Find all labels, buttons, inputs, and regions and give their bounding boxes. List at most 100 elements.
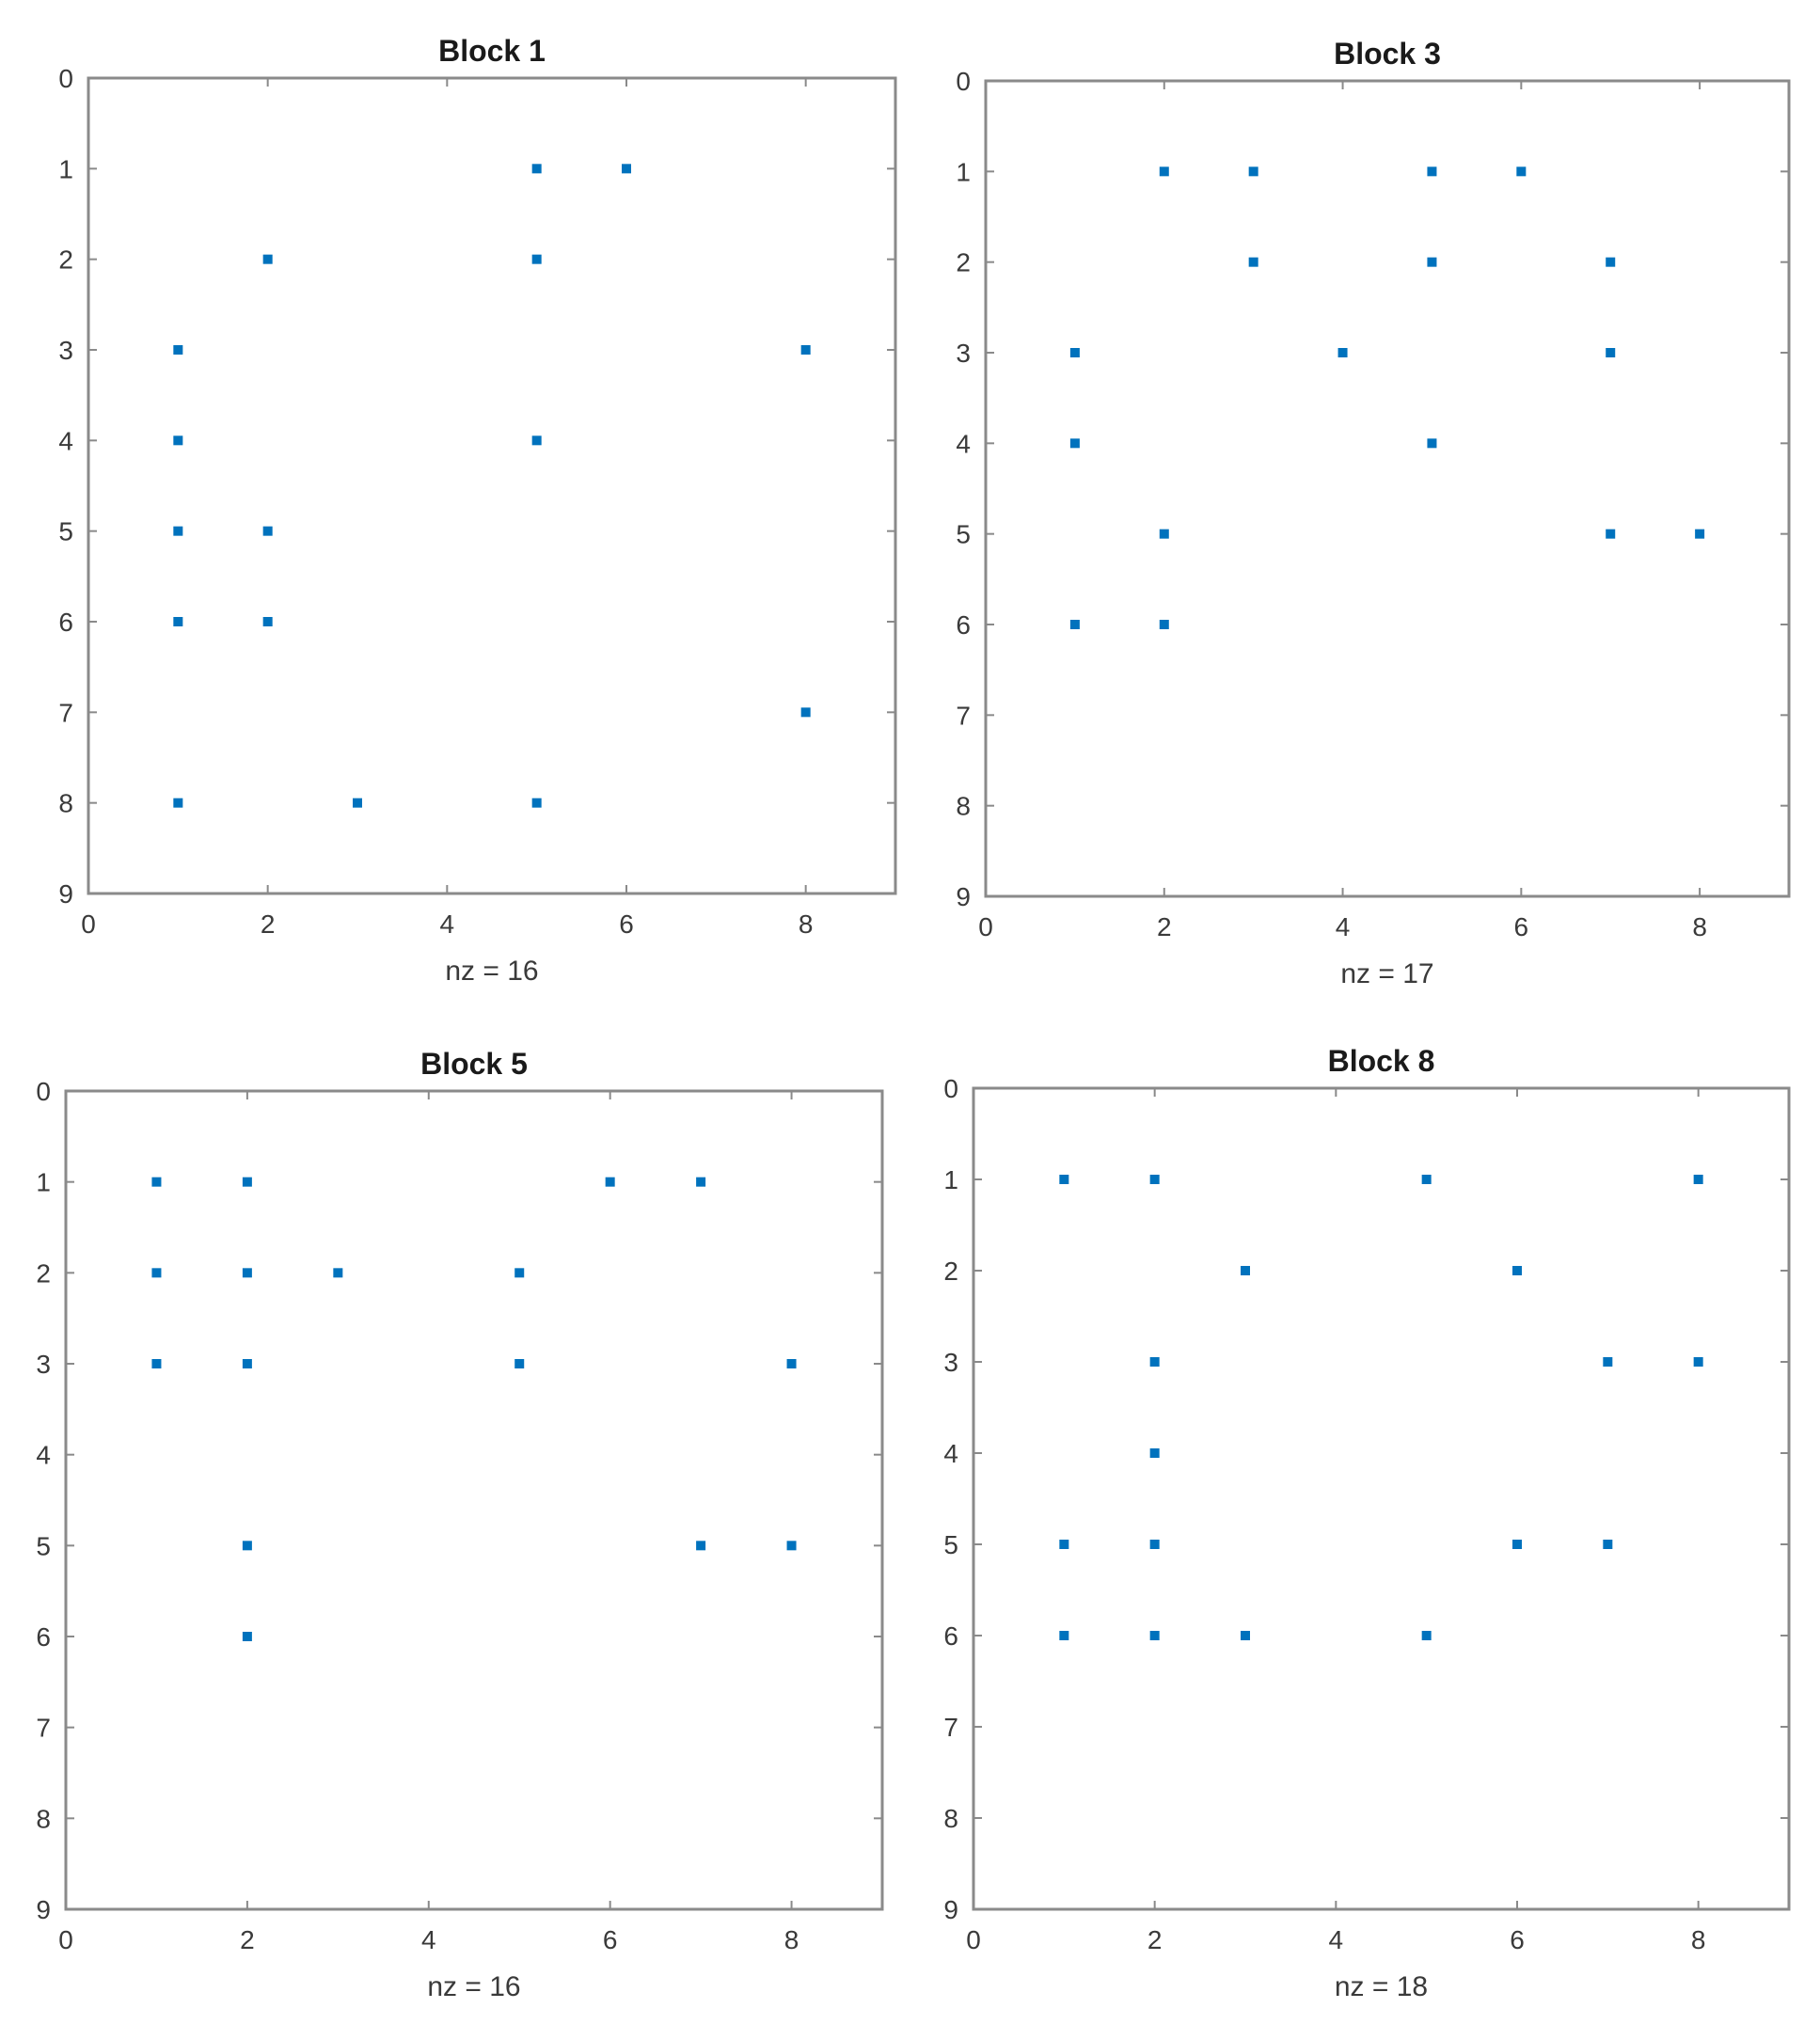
- data-point: [1159, 529, 1169, 539]
- data-point: [1149, 1448, 1160, 1458]
- y-tick-label: 9: [58, 879, 73, 909]
- y-tick-label: 3: [36, 1350, 51, 1379]
- data-point: [242, 1359, 252, 1368]
- y-tick-label: 9: [943, 1895, 958, 1924]
- data-point: [1059, 1175, 1069, 1184]
- data-point: [531, 164, 542, 174]
- data-point: [1149, 1631, 1160, 1640]
- x-tick-label: 2: [261, 909, 276, 939]
- data-point: [262, 254, 273, 264]
- data-point: [173, 345, 183, 355]
- data-point: [1149, 1357, 1160, 1367]
- axes-frame: [64, 1089, 884, 1911]
- y-tick-label: 6: [943, 1621, 958, 1651]
- x-tick-label: 4: [1336, 912, 1351, 941]
- x-tick-label: 6: [603, 1925, 618, 1954]
- data-point: [242, 1632, 252, 1641]
- data-point: [1059, 1540, 1069, 1549]
- data-point: [1427, 438, 1437, 449]
- data-point: [1248, 166, 1258, 177]
- y-tick-label: 3: [943, 1348, 958, 1377]
- y-tick-label: 9: [956, 882, 971, 911]
- y-tick-label: 1: [943, 1165, 958, 1194]
- data-point: [696, 1541, 706, 1551]
- x-axis-label: nz = 17: [1340, 958, 1433, 989]
- subplot-title: Block 3: [1334, 37, 1441, 71]
- data-point: [1606, 529, 1616, 539]
- x-tick-label: 6: [1514, 912, 1529, 941]
- data-point: [1603, 1540, 1613, 1549]
- subplot-title: Block 1: [438, 34, 546, 68]
- data-point: [1149, 1175, 1160, 1184]
- data-point: [1159, 620, 1169, 629]
- x-tick-label: 4: [440, 909, 455, 939]
- x-tick-label: 8: [1692, 912, 1707, 941]
- y-tick-label: 5: [943, 1530, 958, 1559]
- data-point: [1421, 1175, 1432, 1184]
- data-point: [786, 1359, 797, 1368]
- data-point: [262, 617, 273, 626]
- y-tick-label: 6: [36, 1622, 51, 1652]
- y-tick-label: 7: [58, 698, 73, 727]
- data-point: [173, 617, 183, 626]
- data-point: [353, 798, 362, 808]
- data-point: [1427, 257, 1437, 267]
- y-tick-label: 8: [943, 1804, 958, 1833]
- axes-frame: [984, 79, 1791, 898]
- data-point: [1241, 1266, 1250, 1275]
- data-point: [1069, 620, 1080, 629]
- data-point: [1421, 1631, 1432, 1640]
- data-point: [1149, 1540, 1160, 1549]
- data-point: [1427, 166, 1437, 177]
- data-point: [531, 254, 542, 264]
- x-axis-label: nz = 16: [427, 1971, 520, 2002]
- y-tick-label: 8: [58, 789, 73, 818]
- data-point: [1241, 1631, 1250, 1640]
- data-point: [696, 1177, 706, 1187]
- y-tick-label: 8: [36, 1804, 51, 1833]
- axes-frame: [87, 76, 897, 895]
- data-point: [786, 1541, 797, 1551]
- y-tick-label: 3: [956, 339, 971, 368]
- data-point: [151, 1359, 162, 1368]
- subplot-title: Block 5: [420, 1047, 528, 1081]
- data-point: [151, 1268, 162, 1278]
- x-tick-label: 6: [1510, 1925, 1525, 1954]
- x-tick-label: 8: [784, 1925, 799, 1954]
- y-tick-label: 8: [956, 792, 971, 821]
- y-tick-label: 0: [956, 67, 971, 96]
- y-tick-label: 6: [956, 610, 971, 640]
- subplot-title: Block 8: [1328, 1044, 1435, 1078]
- data-point: [242, 1177, 252, 1187]
- y-tick-label: 2: [943, 1257, 958, 1286]
- data-point: [1606, 348, 1616, 357]
- data-point: [531, 798, 542, 808]
- x-tick-label: 0: [58, 1925, 73, 1954]
- data-point: [333, 1268, 343, 1278]
- data-point: [514, 1359, 525, 1368]
- data-point: [151, 1177, 162, 1187]
- y-tick-label: 7: [956, 701, 971, 730]
- y-tick-label: 2: [36, 1258, 51, 1288]
- x-tick-label: 0: [81, 909, 96, 939]
- x-tick-label: 6: [619, 909, 634, 939]
- data-point: [1069, 438, 1080, 449]
- x-tick-label: 8: [1691, 1925, 1706, 1954]
- x-tick-label: 2: [1157, 912, 1172, 941]
- data-point: [173, 798, 183, 808]
- data-point: [1069, 348, 1080, 357]
- data-point: [1059, 1631, 1069, 1640]
- data-point: [1516, 166, 1527, 177]
- data-point: [800, 345, 811, 355]
- data-point: [242, 1268, 252, 1278]
- y-tick-label: 7: [943, 1713, 958, 1742]
- data-point: [173, 435, 183, 446]
- data-point: [622, 164, 631, 174]
- x-tick-label: 2: [1147, 1925, 1163, 1954]
- y-tick-label: 2: [58, 245, 73, 275]
- y-tick-label: 9: [36, 1895, 51, 1924]
- y-tick-label: 4: [58, 426, 73, 455]
